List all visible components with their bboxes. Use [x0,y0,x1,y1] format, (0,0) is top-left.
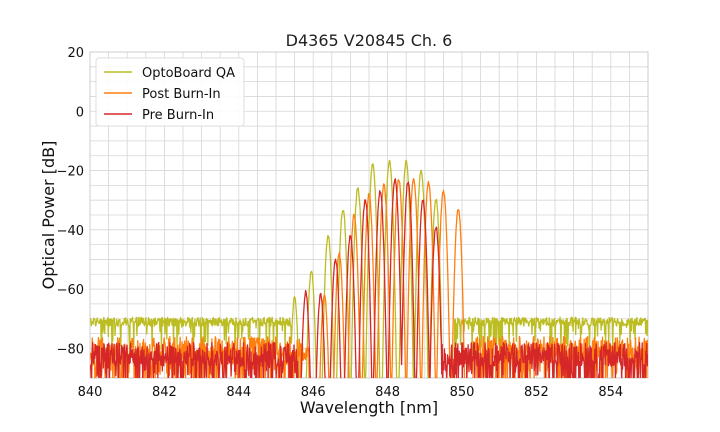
x-tick-label: 844 [226,385,251,400]
legend-label: OptoBoard QA [142,66,235,81]
x-tick-label: 850 [450,385,475,400]
y-tick-label: −20 [57,165,84,180]
legend-label: Post Burn-In [142,87,221,102]
y-axis-title: Optical Power [dB] [39,141,58,290]
y-tick-label: −40 [57,224,84,239]
legend-box [95,57,245,127]
legend-label: Pre Burn-In [142,108,214,123]
series-group [90,159,648,378]
y-tick-label: 20 [67,46,84,61]
x-tick-label: 840 [78,385,103,400]
legend: OptoBoard QA Post Burn-In Pre Burn-In [95,57,245,127]
x-axis-title: Wavelength [nm] [300,398,438,417]
y-tick-label: −80 [57,342,84,357]
x-tick-label: 848 [375,385,400,400]
x-tick-label: 842 [152,385,177,400]
x-tick-label: 846 [301,385,326,400]
y-tick-label: 0 [76,105,84,120]
chart-title: D4365 V20845 Ch. 6 [286,31,453,50]
series-line-optoboard-qa [90,159,648,378]
tick-labels: 840 842 844 846 848 850 852 854 20 0 −20 −40 −60 −80 [57,46,624,400]
y-tick-label: −60 [57,283,84,298]
x-tick-label: 854 [598,385,623,400]
series-line-pre-burn-in [90,178,648,378]
x-tick-label: 852 [524,385,549,400]
plot-border [89,51,649,379]
